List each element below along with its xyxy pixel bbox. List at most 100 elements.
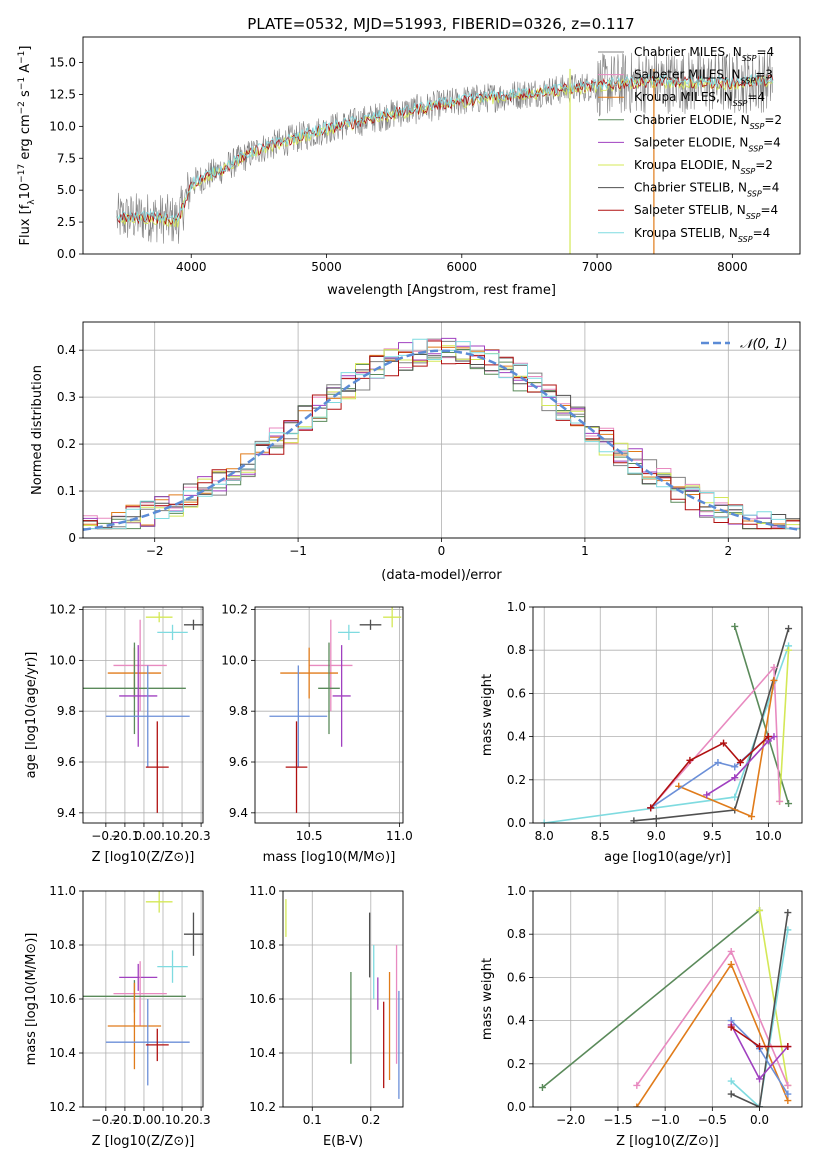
x-tick-label: −0.5 [698,1113,727,1127]
axes-frame [282,890,404,1108]
x-tick-label: −0.2 [91,829,120,843]
y-tick-label: 10.8 [49,938,76,952]
x-tick-label: −1.5 [603,1113,632,1127]
x-tick-label: 0.0 [134,829,153,843]
y-tick-label: 9.6 [57,755,76,769]
weight-marker [727,947,735,955]
x-axis-label: wavelength [Angstrom, rest frame] [327,283,556,298]
legend-label: Kroupa MILES, NSSP=4 [634,90,765,108]
y-tick-label: 1.0 [507,884,526,898]
y-tick-label: 11.0 [49,884,76,898]
axes-frame [82,321,801,539]
gaussian-curve [83,349,800,532]
weight-marker [784,1097,792,1105]
panel-mass_age: 10.5 11.0 9.4 9.6 9.8 10.0 10.2 mass [log10(M/M… [221,603,412,865]
weight-line [650,736,769,809]
y-tick-label: 0.4 [507,1014,526,1028]
y-tick-label: 0 [68,531,76,545]
weight-line [758,910,789,1086]
y-tick-label: 10.0 [49,119,76,133]
x-tick-label: 0.1 [303,1113,322,1127]
weight-line [633,628,790,822]
weight-line [541,909,761,1089]
axes-frame [82,890,204,1108]
plot-area [83,891,203,1086]
legend: Chabrier MILES, NSSP=4 Salpeter MILES, NS… [598,45,782,243]
plot-area [540,622,793,823]
x-tick-label: 0.2 [173,829,192,843]
y-tick-label: 0.8 [507,927,526,941]
weight-line [733,626,790,804]
x-tick-label: 8000 [717,260,748,274]
y-tick-label: 0.0 [507,1100,526,1114]
weight-marker [630,817,638,823]
weight-marker [756,1075,764,1083]
weight-marker [720,739,728,747]
weight-line [730,912,789,1107]
weight-marker [731,793,739,801]
x-tick-label: −2 [146,544,164,558]
plot-area [116,50,774,254]
panel-z_mass: −0.2−0.10.0 0.1 0.2 0.3 10.2 10.4 10.6 10.8 11.0… [24,884,211,1149]
weight-marker [652,815,660,823]
y-tick-label: 10.2 [221,603,248,617]
panel-age_weight: 8.0 8.5 9.0 9.5 10.0 0.0 0.2 0.4 0.6 0.8 1.0 age [l… [480,600,803,865]
weight-marker [784,909,792,917]
x-tick-label: 9.0 [647,829,666,843]
panel-residuals: −2 −1 0 1 2 0 0.1 0.2 0.3 0.4 (data-model)/error No… [30,321,801,583]
weight-marker [727,1023,735,1031]
weight-line [650,665,781,809]
y-tick-label: 0.2 [507,1057,526,1071]
weight-marker [686,756,694,764]
panel-z_age: −0.2−0.10.0 0.1 0.2 0.3 9.4 9.6 9.8 10.0 10.2 Z [… [24,603,211,865]
y-axis-label: mass weight [480,674,495,756]
legend-label: 𝒩(0, 1) [740,337,787,352]
x-tick-label: 10.0 [755,829,782,843]
x-tick-label: 6000 [447,260,478,274]
panel-spectrum: 4000 5000 6000 7000 8000 0.0 2.5 5.0 7.5 10.0 12.5… [17,36,801,298]
weight-marker [633,1081,641,1089]
panel-ebv_mass: 0.1 0.2 10.2 10.4 10.6 10.8 11.0 E(B-V) [249,884,404,1149]
model-spectrum [116,75,774,228]
legend-label: Salpeter ELODIE, NSSP=4 [634,135,781,153]
panel-z_weight: −2.0 −1.5 −1.0 −0.5 0.0 0.0 0.2 0.4 0.6 0.8 1.0 Z [… [480,884,803,1149]
x-axis-label: Z [log10(Z/Z⊙)] [92,850,195,865]
x-tick-label: 9.5 [703,829,722,843]
legend-label: Salpeter STELIB, NSSP=4 [634,203,778,221]
y-tick-label: 9.8 [229,704,248,718]
weight-marker [727,960,735,968]
weight-line [706,735,775,796]
x-tick-label: 0.3 [192,1113,211,1127]
y-tick-label: 0.8 [507,643,526,657]
plot-area [538,906,792,1107]
weight-marker [756,1103,764,1107]
y-tick-label: 1.0 [507,600,526,614]
weight-marker [770,663,778,671]
x-tick-label: 5000 [311,260,342,274]
y-tick-label: 10.4 [49,1046,76,1060]
weight-marker [736,759,744,767]
axes-frame [254,606,404,824]
y-tick-label: 0.6 [507,970,526,984]
y-tick-label: 10.0 [49,653,76,667]
y-axis-label: mass weight [480,958,495,1040]
weight-marker [764,733,772,741]
axes-frame [532,890,803,1108]
y-tick-label: 12.5 [49,87,76,101]
weight-line [730,929,789,1107]
y-tick-label: 0.4 [507,730,526,744]
plot-area [83,337,800,532]
model-spectrum [116,73,774,223]
x-tick-label: −2.0 [556,1113,585,1127]
weight-marker [540,819,548,823]
weight-marker [756,906,764,914]
y-tick-label: 0.6 [507,686,526,700]
x-axis-label: Z [log10(Z/Z⊙)] [92,1134,195,1149]
weight-marker [731,622,739,630]
y-axis-label: age [log10(age/yr)] [24,652,39,779]
y-tick-label: 11.0 [249,884,276,898]
weight-marker [776,797,784,805]
y-tick-label: 0.1 [57,484,76,498]
weight-marker [538,1084,546,1092]
